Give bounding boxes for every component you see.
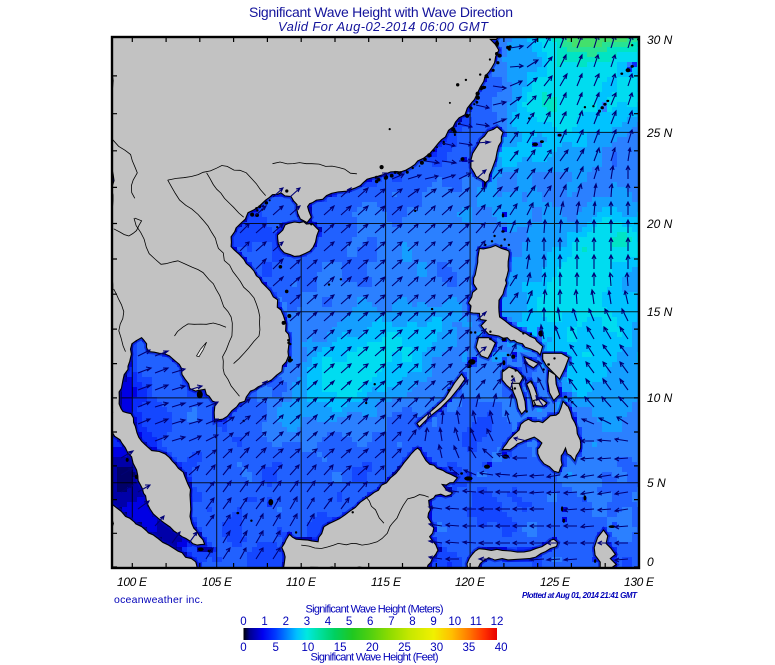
svg-text:0: 0 (240, 642, 246, 654)
svg-text:9: 9 (430, 616, 436, 628)
svg-text:30: 30 (430, 642, 443, 654)
svg-text:110 E: 110 E (286, 575, 317, 589)
svg-text:6: 6 (367, 616, 373, 628)
svg-text:10: 10 (448, 616, 461, 628)
svg-text:20 N: 20 N (646, 217, 673, 231)
svg-text:20: 20 (366, 642, 379, 654)
svg-text:30 N: 30 N (647, 33, 673, 47)
svg-text:Valid For Aug-02-2014 06:00 GM: Valid For Aug-02-2014 06:00 GMT (278, 19, 489, 34)
svg-text:130 E: 130 E (624, 575, 655, 589)
svg-text:5: 5 (272, 642, 278, 654)
svg-text:25 N: 25 N (646, 126, 673, 140)
svg-text:15: 15 (334, 642, 347, 654)
svg-text:0: 0 (240, 616, 246, 628)
svg-text:Significant Wave Height with W: Significant Wave Height with Wave Direct… (249, 4, 513, 20)
svg-text:10: 10 (302, 642, 315, 654)
svg-text:11: 11 (470, 616, 482, 628)
svg-text:100 E: 100 E (117, 575, 148, 589)
svg-text:25: 25 (398, 642, 411, 654)
svg-text:12: 12 (491, 616, 504, 628)
svg-text:115 E: 115 E (371, 575, 402, 589)
svg-text:15 N: 15 N (647, 305, 673, 319)
svg-text:120 E: 120 E (455, 575, 486, 589)
svg-text:Plotted at Aug 01, 2014 21:41: Plotted at Aug 01, 2014 21:41 GMT (522, 591, 638, 600)
svg-text:7: 7 (388, 616, 394, 628)
svg-text:35: 35 (463, 642, 476, 654)
svg-text:1: 1 (261, 616, 267, 628)
svg-text:8: 8 (409, 616, 415, 628)
svg-text:0: 0 (647, 555, 654, 569)
svg-text:40: 40 (495, 642, 508, 654)
svg-text:Significant Wave Height (Feet): Significant Wave Height (Feet) (311, 652, 439, 664)
svg-text:3: 3 (304, 616, 310, 628)
svg-text:5 N: 5 N (647, 476, 666, 490)
svg-text:10 N: 10 N (647, 391, 673, 405)
svg-text:125 E: 125 E (540, 575, 571, 589)
svg-text:2: 2 (283, 616, 289, 628)
svg-text:Significant Wave Height (Meter: Significant Wave Height (Meters) (306, 604, 444, 616)
svg-text:5: 5 (346, 616, 352, 628)
svg-text:oceanweather inc.: oceanweather inc. (114, 594, 203, 606)
svg-text:4: 4 (325, 616, 332, 628)
svg-text:105 E: 105 E (202, 575, 233, 589)
